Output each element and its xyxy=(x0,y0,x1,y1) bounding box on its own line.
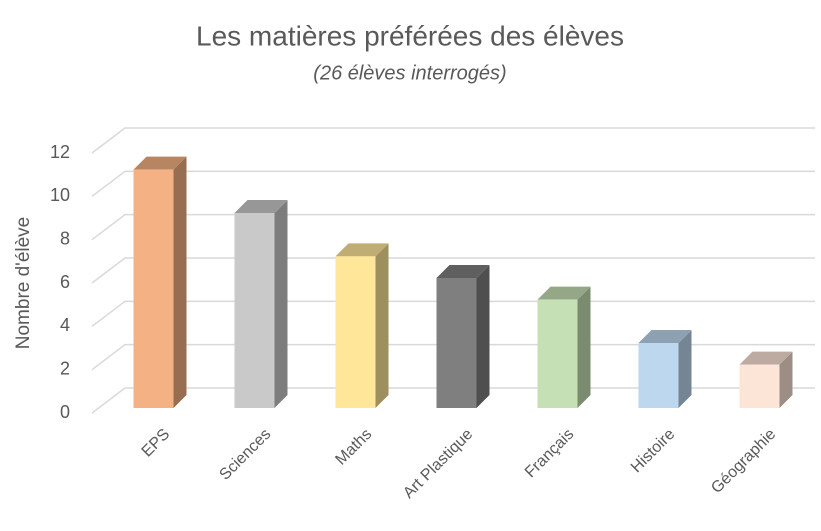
grid-line xyxy=(91,170,815,197)
y-tick-label: 8 xyxy=(60,228,70,248)
bar xyxy=(133,169,174,408)
bar-side xyxy=(678,330,692,408)
x-tick-label: Histoire xyxy=(628,426,678,476)
x-tick-label: Art Plastique xyxy=(400,426,476,502)
bar xyxy=(234,213,275,408)
y-tick-label: 12 xyxy=(50,142,70,162)
x-tick-label: Français xyxy=(522,426,577,481)
bar-top xyxy=(436,265,490,278)
y-tick-label: 10 xyxy=(50,185,70,205)
x-tick-label: Maths xyxy=(332,426,375,469)
bar-side xyxy=(375,243,389,408)
x-tick-label: Sciences xyxy=(216,426,274,484)
chart-title: Les matières préférées des élèves xyxy=(196,20,624,51)
chart-subtitle: (26 élèves interrogés) xyxy=(313,62,506,84)
grid-line xyxy=(91,257,815,284)
bar-top xyxy=(537,286,591,300)
bar-top xyxy=(739,351,793,365)
bar xyxy=(537,299,578,408)
grid-line xyxy=(91,127,815,154)
x-tick-label: Géographie xyxy=(708,426,779,497)
bar-top xyxy=(234,200,288,213)
bar-top xyxy=(335,243,389,257)
grid-line xyxy=(91,213,815,241)
bar xyxy=(638,343,679,408)
bar-side xyxy=(779,351,793,408)
y-tick-label: 0 xyxy=(60,402,70,422)
y-tick-label: 4 xyxy=(60,315,70,335)
x-tick-label: EPS xyxy=(139,426,174,461)
bar xyxy=(436,278,477,408)
bar-side xyxy=(274,200,288,408)
bar-top xyxy=(638,330,692,343)
y-tick-label: 6 xyxy=(60,272,70,292)
bar-top xyxy=(133,156,187,170)
y-tick-label: 2 xyxy=(60,358,70,378)
bar-side xyxy=(577,286,591,408)
bar-side xyxy=(173,156,187,408)
bar xyxy=(335,256,376,408)
y-axis-label: Nombre d'élève xyxy=(13,217,34,349)
bar-side xyxy=(476,265,490,408)
bar xyxy=(739,364,780,408)
